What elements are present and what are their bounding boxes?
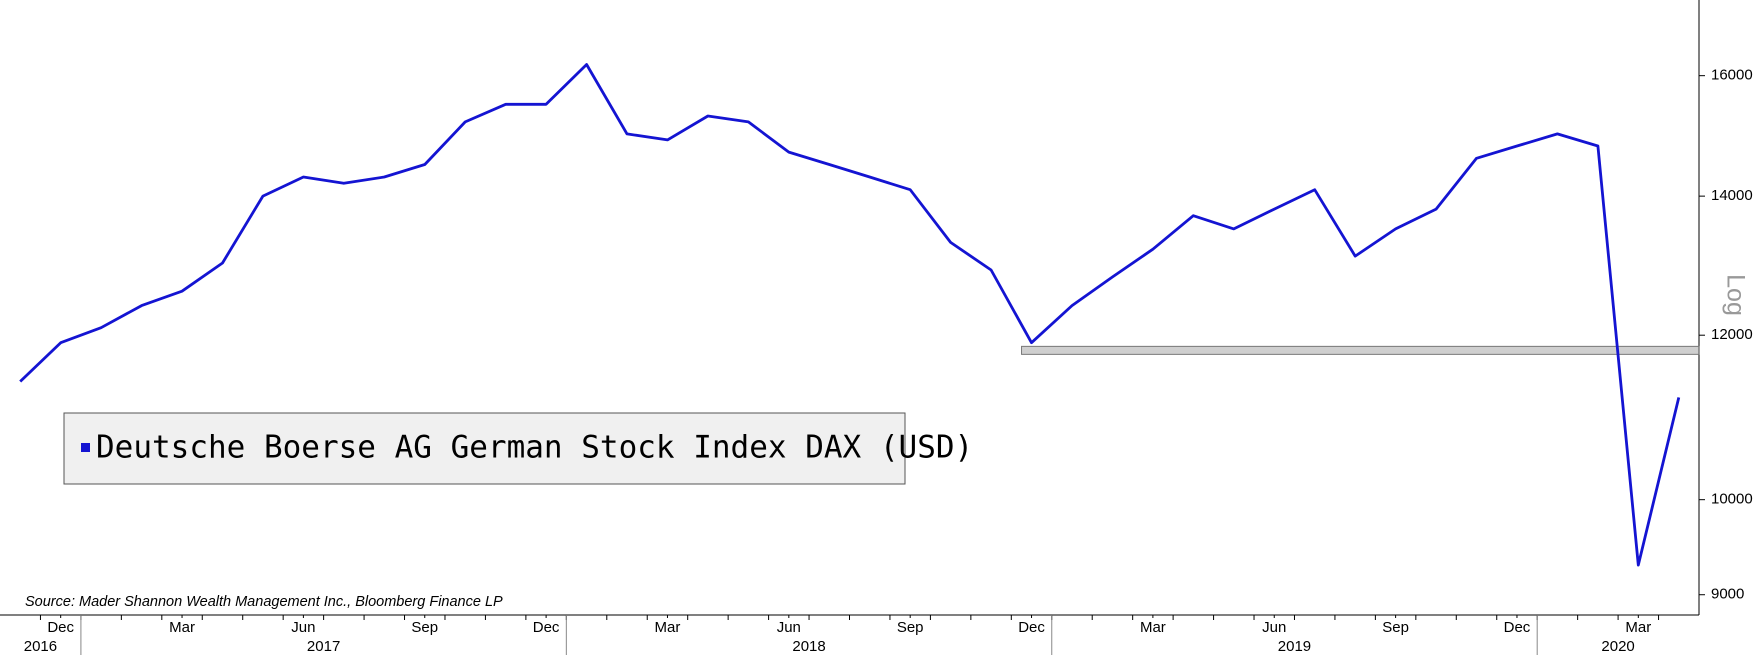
y-tick-label: 16000 <box>1711 67 1753 84</box>
x-year-label: 2018 <box>792 638 825 655</box>
legend-label: Deutsche Boerse AG German Stock Index DA… <box>96 430 973 466</box>
x-tick-label: Mar <box>1140 619 1166 636</box>
y-tick-label: 14000 <box>1711 187 1753 204</box>
x-tick-label: Dec <box>47 619 74 636</box>
y-tick-label: 10000 <box>1711 491 1753 508</box>
x-tick-label: Jun <box>777 619 801 636</box>
x-tick-label: Mar <box>655 619 681 636</box>
x-tick-label: Jun <box>1262 619 1286 636</box>
x-tick-label: Mar <box>1625 619 1651 636</box>
x-tick-label: Sep <box>411 619 438 636</box>
x-year-label: 2019 <box>1278 638 1311 655</box>
x-tick-label: Dec <box>1504 619 1531 636</box>
x-tick-label: Sep <box>897 619 924 636</box>
x-tick-label: Mar <box>169 619 195 636</box>
x-year-label: 2020 <box>1601 638 1634 655</box>
y-tick-label: 12000 <box>1711 326 1753 343</box>
source-note: Source: Mader Shannon Wealth Management … <box>25 594 503 610</box>
price-line <box>19 63 1681 567</box>
legend-box <box>63 412 906 485</box>
y-axis-label: Log <box>1721 274 1749 316</box>
x-tick-label: Jun <box>291 619 315 636</box>
x-year-label: 2016 <box>24 638 57 655</box>
legend-swatch <box>81 443 90 452</box>
x-tick-label: Dec <box>1018 619 1045 636</box>
reference-band <box>1021 345 1700 355</box>
x-year-label: 2017 <box>307 638 340 655</box>
y-tick-label: 9000 <box>1711 586 1744 603</box>
x-tick-label: Sep <box>1382 619 1409 636</box>
x-tick-label: Dec <box>533 619 560 636</box>
